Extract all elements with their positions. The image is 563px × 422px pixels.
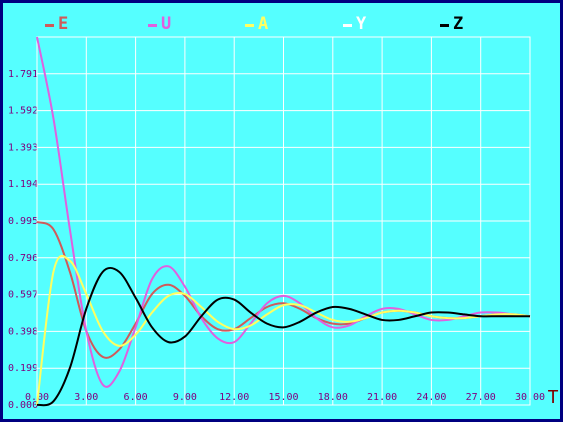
x-axis-label: T bbox=[548, 387, 559, 408]
y-tick-label: 1.592 bbox=[8, 106, 38, 117]
y-tick-label: 0.000 bbox=[8, 400, 38, 411]
x-tick-label: 15.00 bbox=[268, 392, 298, 403]
x-tick-label: 24.00 bbox=[416, 392, 446, 403]
line-series bbox=[36, 36, 531, 388]
legend-swatch bbox=[45, 24, 54, 27]
legend-swatch bbox=[245, 24, 254, 27]
x-tick-label: 27.00 bbox=[466, 392, 496, 403]
legend-swatch bbox=[440, 24, 449, 27]
x-tick-label: 9.00 bbox=[173, 392, 197, 403]
x-tick-label: 3.00 bbox=[74, 392, 98, 403]
y-tick-label: 0.995 bbox=[8, 216, 38, 227]
x-tick-label: 6.00 bbox=[124, 392, 148, 403]
x-tick-label: 21.00 bbox=[367, 392, 397, 403]
y-tick-label: 0.597 bbox=[8, 290, 38, 301]
x-tick-label: 12.00 bbox=[219, 392, 249, 403]
legend-swatch bbox=[148, 24, 157, 27]
legend-label: E bbox=[58, 14, 68, 34]
x-tick-label: 18.00 bbox=[318, 392, 348, 403]
legend-label: Z bbox=[453, 14, 463, 34]
y-tick-label: 1.393 bbox=[8, 142, 38, 153]
y-tick-label: 1.791 bbox=[8, 69, 38, 80]
y-tick-label: 1.194 bbox=[8, 179, 38, 190]
line-series bbox=[36, 266, 530, 407]
plot-frame bbox=[36, 36, 531, 406]
legend-label: A bbox=[258, 14, 268, 34]
legend-swatch bbox=[343, 24, 352, 27]
line-series bbox=[36, 254, 531, 406]
legend-label: Y bbox=[356, 14, 367, 34]
legend-label: U bbox=[161, 14, 171, 34]
y-tick-label: 0.398 bbox=[8, 326, 38, 337]
y-tick-label: 0.199 bbox=[8, 363, 38, 374]
y-tick-label: 0.796 bbox=[8, 253, 38, 264]
